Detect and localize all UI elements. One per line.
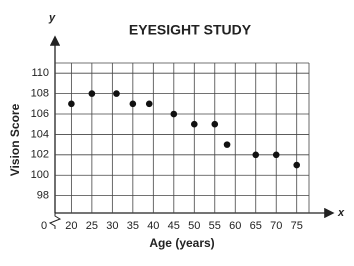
x-axis-label: Age (years) xyxy=(149,236,214,250)
y-tick-label: 108 xyxy=(31,88,49,100)
x-tick-label: 35 xyxy=(127,220,139,232)
point xyxy=(113,90,120,97)
point xyxy=(170,110,178,118)
point xyxy=(129,100,137,108)
point xyxy=(272,151,280,159)
y-tick-label: 100 xyxy=(31,169,49,181)
x-tick-label: 60 xyxy=(229,220,241,232)
y-tick-label: 98 xyxy=(37,190,49,202)
x-tick-label: 75 xyxy=(291,220,303,232)
chart-title: EYESIGHT STUDY xyxy=(129,22,252,38)
x-tick-label: 40 xyxy=(147,220,159,232)
origin-label: 0 xyxy=(41,220,47,232)
point xyxy=(88,90,96,97)
point xyxy=(190,120,198,128)
y-tick-label: 104 xyxy=(31,128,49,140)
y-tick-label: 106 xyxy=(31,108,49,120)
x-tick-label: 20 xyxy=(65,220,77,232)
y-tick-label: 110 xyxy=(31,67,49,79)
x-tick-label: 30 xyxy=(106,220,118,232)
x-tick-label: 25 xyxy=(86,220,98,232)
x-tick-label: 50 xyxy=(188,220,200,232)
x-tick-label: 55 xyxy=(209,220,221,232)
axis-break xyxy=(48,213,62,229)
y-axis-letter: y xyxy=(48,12,56,24)
x-tick-label: 65 xyxy=(250,220,262,232)
y-axis-label: Vision Score xyxy=(8,103,22,176)
point xyxy=(252,151,260,159)
x-tick-label: 70 xyxy=(270,220,282,232)
x-axis-letter: x xyxy=(337,207,345,219)
point xyxy=(223,141,231,148)
point xyxy=(211,120,219,128)
point xyxy=(293,161,301,169)
point xyxy=(145,100,153,108)
point xyxy=(68,100,75,108)
x-tick-label: 45 xyxy=(168,220,180,232)
y-tick-label: 102 xyxy=(31,149,49,161)
